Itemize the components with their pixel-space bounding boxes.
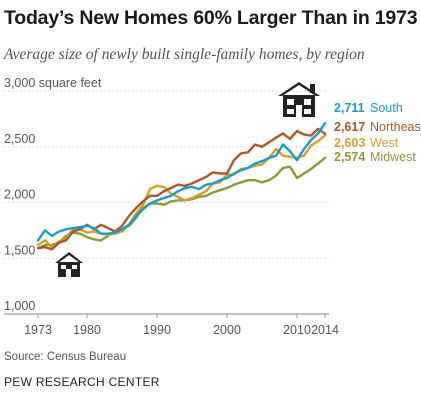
- y-tick-label: 3,000 square feet: [4, 76, 102, 90]
- source-note: Source: Census Bureau: [4, 351, 126, 363]
- x-tick-label: 2010: [283, 323, 311, 337]
- y-tick-label: 1,000: [4, 299, 35, 313]
- series-name-label-west: West: [370, 136, 399, 150]
- series-line-south: [38, 123, 325, 240]
- end-value-label-midwest: 2,574: [334, 150, 365, 164]
- footer-credit: PEW RESEARCH CENTER: [4, 375, 160, 389]
- x-tick-label: 1990: [143, 323, 171, 337]
- y-tick-label: 2,000: [4, 188, 35, 202]
- series-labels: 2,711 South 2,617 Northeast 2,603 West 2,574 Mi…: [334, 101, 421, 164]
- y-tick-label: 2,500: [4, 132, 35, 146]
- series-line-west: [38, 135, 325, 247]
- house-large-icon: [278, 82, 320, 117]
- y-axis-ticks: 1,000 1,500 2,000 2,500 3,000 square feet: [4, 76, 102, 313]
- series-lines: [38, 123, 325, 249]
- series-name-label-south: South: [370, 101, 403, 115]
- end-value-label-northeast: 2,617: [334, 120, 365, 134]
- x-tick-label: 1980: [73, 323, 101, 337]
- x-axis-ticks: 1973 1980 1990 2000 2010 2014: [24, 314, 339, 337]
- series-name-label-midwest: Midwest: [370, 150, 416, 164]
- end-value-label-west: 2,603: [334, 136, 365, 150]
- house-small-icon: [55, 252, 83, 277]
- series-line-midwest: [38, 158, 325, 248]
- x-tick-label: 1973: [24, 323, 52, 337]
- x-tick-label: 2000: [213, 323, 241, 337]
- series-name-label-northeast: Northeast: [370, 120, 421, 134]
- end-value-label-south: 2,711: [334, 101, 365, 115]
- y-tick-label: 1,500: [4, 243, 35, 257]
- x-tick-label: 2014: [311, 323, 339, 337]
